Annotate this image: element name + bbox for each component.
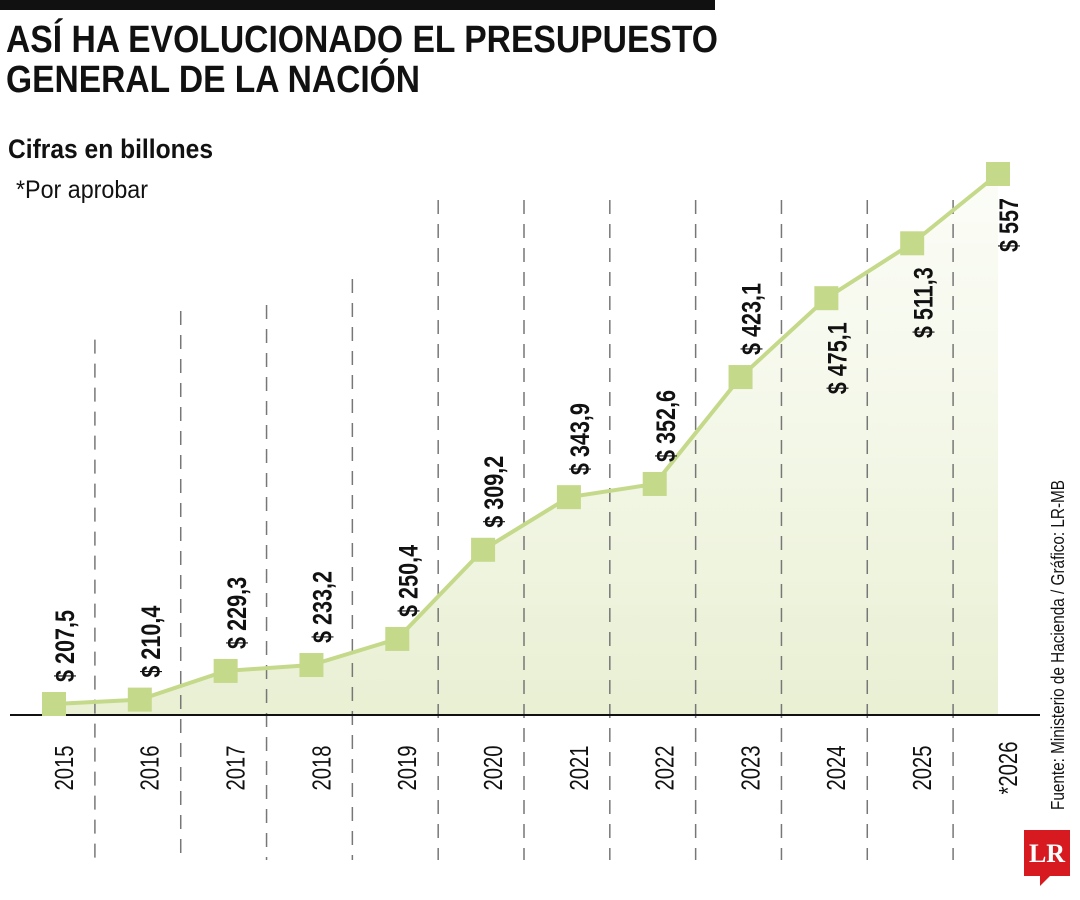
logo: LR — [1029, 839, 1065, 868]
chart-title: GENERAL DE LA NACIÓN — [6, 57, 420, 101]
marker — [127, 687, 152, 712]
marker — [213, 658, 238, 683]
value-label: $ 207,5 — [51, 610, 81, 682]
marker — [556, 485, 581, 510]
x-tick-label: 2018 — [307, 745, 336, 790]
x-tick-label: 2017 — [221, 745, 250, 790]
area — [54, 174, 998, 715]
value-label: $ 511,3 — [909, 267, 939, 338]
top-bar — [0, 0, 715, 10]
note: *Por aprobar — [16, 176, 148, 204]
value-label: $ 475,1 — [823, 322, 853, 394]
marker — [471, 537, 496, 562]
value-label: $ 210,4 — [137, 605, 167, 677]
marker — [385, 626, 410, 651]
plot-area: $ 207,5 2015 $ 210,4 2016 $ 229,3 2017 $ 233,2… — [10, 162, 1040, 860]
marker — [299, 653, 324, 678]
marker — [814, 286, 839, 311]
x-tick-label: 2015 — [49, 745, 78, 790]
value-label: $ 423,1 — [737, 283, 767, 355]
x-tick-label: 2016 — [135, 745, 164, 790]
x-tick-label: *2026 — [993, 742, 1022, 795]
marker — [986, 162, 1010, 186]
logo-tail — [1040, 876, 1050, 886]
value-label: $ 557 — [995, 198, 1025, 252]
value-label: $ 233,2 — [308, 571, 338, 643]
x-tick-label: 2019 — [393, 745, 422, 790]
line — [53, 172, 1000, 706]
x-tick-label: 2024 — [822, 745, 851, 790]
marker — [728, 365, 753, 390]
value-label: $ 343,9 — [566, 403, 596, 475]
source: Fuente: Ministerio de Hacienda / Gráfico… — [1048, 480, 1068, 810]
x-tick-label: 2021 — [564, 745, 593, 790]
x-tick-label: 2022 — [650, 745, 679, 790]
logo-box — [1024, 830, 1070, 876]
value-label: $ 352,6 — [652, 390, 682, 462]
value-label: $ 309,2 — [480, 456, 510, 528]
x-tick-label: 2023 — [736, 745, 765, 790]
marker — [642, 471, 667, 496]
marker — [900, 231, 925, 256]
marker — [42, 692, 66, 716]
chart-title: ASÍ HA EVOLUCIONADO EL PRESUPUESTO — [6, 17, 718, 61]
x-tick-label: 2025 — [908, 745, 937, 790]
value-label: $ 229,3 — [223, 577, 253, 649]
x-tick-label: 2020 — [479, 745, 508, 790]
value-label: $ 250,4 — [394, 545, 424, 617]
chart-subtitle: Cifras en billones — [8, 134, 213, 164]
